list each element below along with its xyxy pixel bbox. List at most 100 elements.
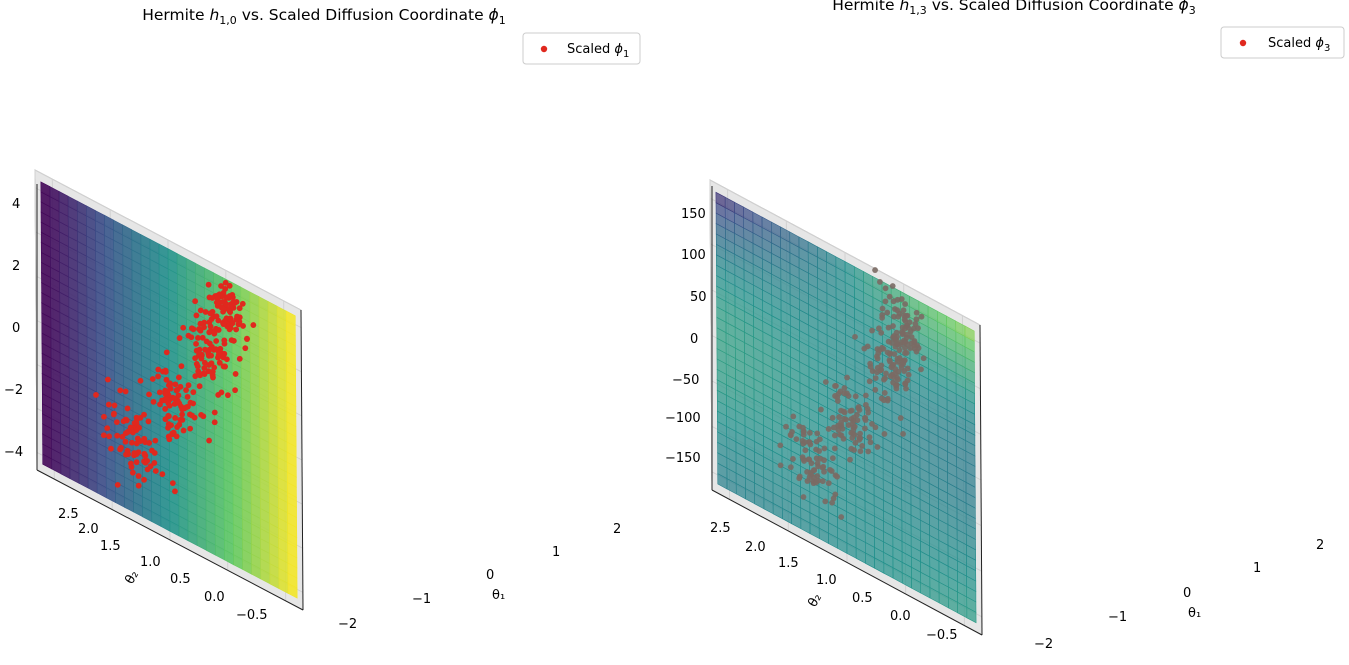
scatter-point: [163, 396, 170, 403]
scatter-point: [866, 434, 873, 441]
scatter-point: [847, 456, 853, 463]
surface-facet: [285, 310, 296, 327]
scatter-point: [122, 438, 129, 445]
x-tick-label: 2: [613, 522, 621, 537]
scatter-point: [124, 405, 131, 412]
legend-marker: [1239, 39, 1247, 47]
scatter-point: [220, 354, 227, 361]
scatter-point: [236, 355, 243, 362]
scatter-point: [863, 401, 869, 408]
y-axis-label-1: θ₂: [122, 568, 142, 587]
y-tick-label: 2.5: [58, 507, 79, 522]
z-tick-label: 0: [690, 332, 698, 347]
scatter-point: [865, 409, 872, 416]
scatter-point: [163, 376, 170, 383]
scatter-point: [883, 370, 889, 377]
scatter-point: [146, 391, 152, 398]
scatter-point: [806, 456, 813, 463]
scatter-point: [821, 445, 828, 452]
scatter-point: [175, 374, 182, 381]
scatter-point: [861, 345, 868, 352]
scatter-point: [818, 406, 824, 413]
y-tick-label: 1.5: [100, 539, 121, 554]
scatter-point: [173, 433, 180, 440]
scatter-point: [172, 415, 179, 421]
scatter-point: [197, 320, 204, 327]
scatter-points-1: [93, 279, 257, 495]
scatter-point: [166, 436, 173, 443]
z-tick-labels-2: 150 100 50 0 −50 −100 −150: [665, 207, 707, 466]
scatter-point: [874, 353, 880, 360]
scatter-point: [912, 320, 919, 327]
scatter-point: [184, 393, 191, 400]
scatter-point: [216, 359, 223, 366]
scatter-point: [852, 393, 859, 400]
scatter-point: [179, 417, 186, 423]
scatter-point: [133, 459, 140, 466]
scatter-point: [831, 432, 838, 439]
scatter-point: [869, 421, 875, 427]
scatter-point: [117, 387, 124, 394]
scatter-point: [211, 329, 218, 336]
scatter-point: [848, 445, 855, 452]
z-tick-label: 2: [12, 259, 20, 274]
scatter-point: [110, 411, 117, 418]
scatter-point: [135, 482, 142, 489]
scatter-point: [146, 440, 153, 446]
scatter-point: [125, 428, 132, 435]
z-tick-label: 50: [690, 290, 707, 305]
scatter-point: [189, 412, 195, 419]
scatter-point: [150, 398, 157, 405]
scatter-point: [881, 376, 887, 383]
scatter-point: [202, 309, 209, 315]
scatter-point: [907, 345, 914, 351]
scatter-point: [881, 431, 888, 437]
scatter-point: [218, 304, 225, 311]
scatter-point: [169, 480, 176, 487]
scatter-point: [113, 419, 120, 426]
scatter-point: [879, 305, 886, 312]
x-tick-labels-2: −2 −1 0 1 2: [1034, 538, 1324, 652]
scatter-point: [865, 448, 872, 455]
scatter-point: [133, 420, 140, 427]
legend-marker: [540, 45, 548, 53]
scatter-point: [175, 392, 182, 399]
scatter-point: [190, 389, 197, 396]
x-tick-label: −2: [338, 617, 357, 632]
scatter-point: [902, 301, 908, 307]
scatter-point: [137, 377, 144, 384]
scatter-point: [918, 313, 925, 320]
scatter-point: [890, 323, 896, 329]
scatter-point: [892, 366, 899, 373]
gridline: [709, 179, 981, 491]
scatter-point: [874, 444, 881, 450]
scatter-point: [894, 376, 901, 383]
axes-1: [36, 184, 304, 611]
scatter-point: [185, 382, 192, 389]
scatter-point: [882, 298, 889, 305]
scatter-point: [800, 424, 806, 431]
scatter-point: [195, 335, 201, 341]
scatter-point: [800, 440, 807, 447]
surface-2: [715, 191, 977, 624]
scatter-point: [141, 476, 147, 483]
scatter-point: [884, 397, 891, 404]
scatter-point: [887, 373, 894, 380]
scatter-point: [903, 313, 909, 319]
x-axis-line: [711, 489, 983, 636]
scatter-point: [848, 429, 855, 436]
z-tick-label: −50: [672, 373, 699, 388]
scatter-point: [250, 322, 257, 328]
scatter-point: [822, 379, 829, 385]
scatter-point: [872, 267, 878, 273]
scatter-point: [876, 279, 883, 285]
scatter-point: [777, 442, 784, 449]
legend-box: [522, 32, 641, 65]
scatter-point: [876, 325, 882, 332]
scatter-point: [141, 411, 147, 418]
y-tick-label: 1.0: [816, 573, 837, 588]
scatter-point: [880, 345, 887, 352]
scatter-point: [172, 381, 179, 388]
z-tick-label: 0: [12, 321, 20, 336]
